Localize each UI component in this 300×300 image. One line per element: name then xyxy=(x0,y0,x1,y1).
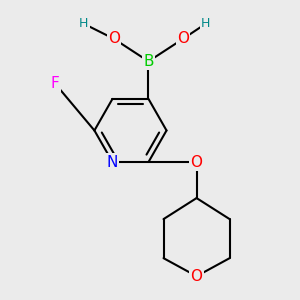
Text: O: O xyxy=(177,31,189,46)
Text: N: N xyxy=(107,154,118,169)
Text: O: O xyxy=(190,269,202,284)
Text: H: H xyxy=(79,17,88,30)
Text: F: F xyxy=(51,76,60,92)
Text: O: O xyxy=(108,31,120,46)
Text: H: H xyxy=(201,17,210,30)
Text: O: O xyxy=(190,154,202,169)
Text: B: B xyxy=(143,54,154,69)
